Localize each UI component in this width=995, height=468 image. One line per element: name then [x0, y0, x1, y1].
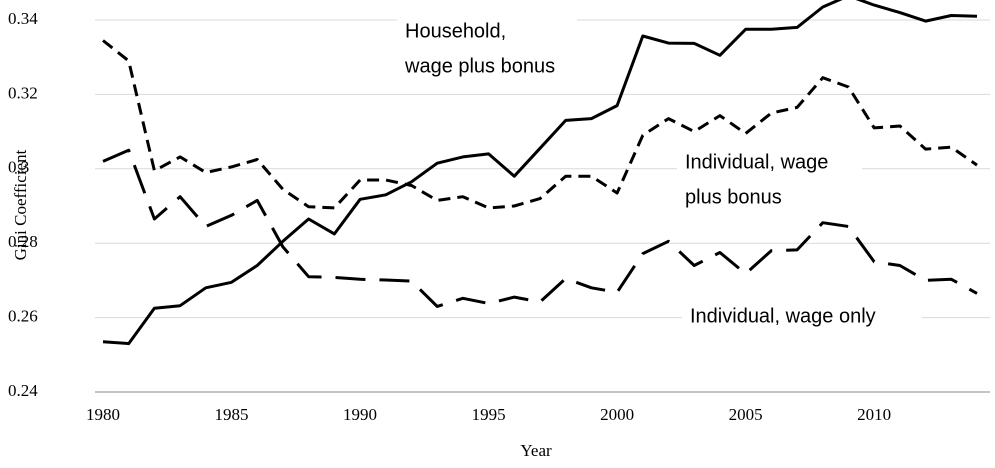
y-tick-label: 0.3 — [8, 158, 29, 177]
y-tick-label: 0.28 — [8, 232, 38, 251]
x-tick-label: 1990 — [343, 405, 377, 424]
annotation-background — [397, 14, 577, 84]
series-line — [102, 148, 978, 308]
x-tick-label: 1995 — [472, 405, 506, 424]
x-tick-label: 2005 — [729, 405, 763, 424]
x-tick-label: 2000 — [600, 405, 634, 424]
x-tick-label: 2010 — [857, 405, 891, 424]
y-tick-label: 0.24 — [8, 381, 38, 400]
y-tick-label: 0.26 — [8, 307, 38, 326]
annotation: plus bonus — [685, 186, 782, 208]
x-tick-label: 1980 — [86, 405, 120, 424]
annotation: Household, — [405, 20, 506, 42]
annotation-background — [677, 145, 862, 215]
series-line — [102, 39, 978, 210]
series-line — [102, 0, 978, 346]
annotation-background — [682, 299, 922, 335]
y-tick-label: 0.32 — [8, 83, 38, 102]
y-axis-label: Gini Coefficient — [11, 149, 30, 260]
x-axis-label: Year — [520, 441, 552, 460]
annotation: Individual, wage — [685, 151, 828, 173]
y-tick-label: 0.34 — [8, 9, 38, 28]
annotation: Individual, wage only — [690, 305, 876, 327]
x-tick-label: 1985 — [215, 405, 249, 424]
annotation: wage plus bonus — [404, 55, 555, 77]
